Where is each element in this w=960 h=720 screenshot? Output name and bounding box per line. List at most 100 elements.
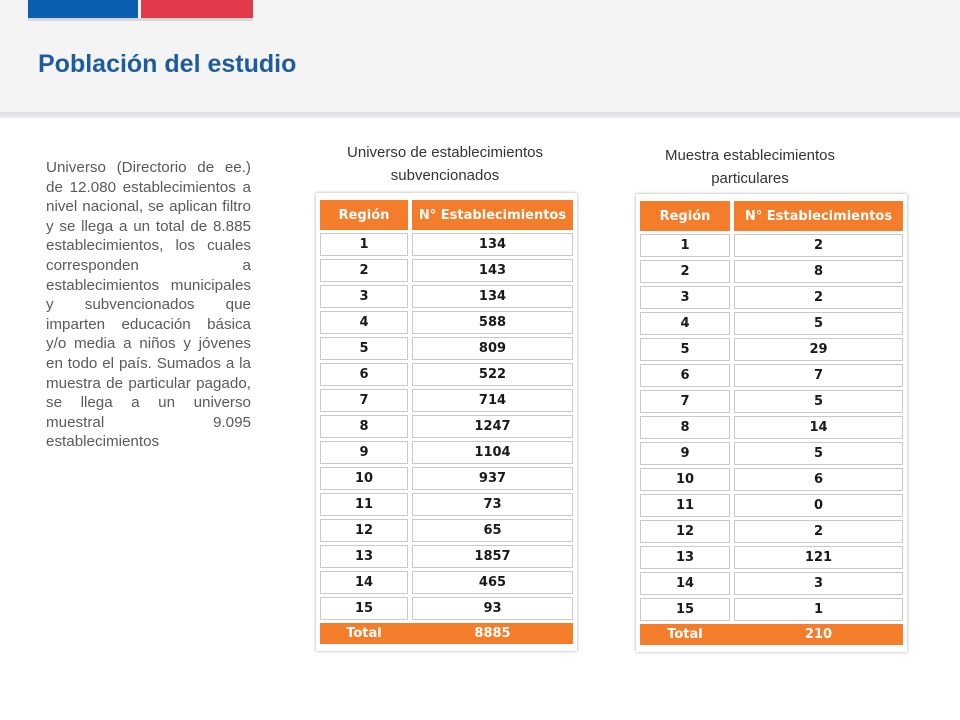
page-title: Población del estudio bbox=[38, 50, 297, 78]
cell-region: 1 bbox=[320, 233, 408, 256]
total-value: 8885 bbox=[412, 623, 573, 644]
table-row: 8 14 bbox=[640, 416, 903, 439]
total-value: 210 bbox=[734, 624, 903, 645]
cell-region: 15 bbox=[320, 597, 408, 620]
cell-count: 6 bbox=[734, 468, 903, 491]
table-row: 13 121 bbox=[640, 546, 903, 569]
table-row: 15 1 bbox=[640, 598, 903, 621]
flag-red-stripe bbox=[141, 0, 253, 18]
table-muestra: Región N° Establecimientos 1 2 2 8 3 2 4 5 5 29 6 7… bbox=[636, 194, 907, 652]
column-separator bbox=[730, 624, 734, 645]
table-row: 10 6 bbox=[640, 468, 903, 491]
cell-count: 1 bbox=[734, 598, 903, 621]
cell-count: 73 bbox=[412, 493, 573, 516]
flag-shadow bbox=[28, 18, 253, 21]
total-label: Total bbox=[640, 624, 730, 645]
cell-count: 29 bbox=[734, 338, 903, 361]
cell-count: 2 bbox=[734, 520, 903, 543]
table-header-row: Región N° Establecimientos bbox=[640, 201, 903, 231]
table-caption-muestra: Muestra establecimientos particulares bbox=[612, 144, 888, 190]
table-row: 1 134 bbox=[320, 233, 573, 256]
cell-count: 93 bbox=[412, 597, 573, 620]
description-text: Universo (Directorio de ee.) de 12.080 e… bbox=[46, 159, 251, 451]
cell-count: 8 bbox=[734, 260, 903, 283]
cell-region: 14 bbox=[320, 571, 408, 594]
cell-count: 143 bbox=[412, 259, 573, 282]
table-row: 4 588 bbox=[320, 311, 573, 334]
cell-region: 1 bbox=[640, 234, 730, 257]
table-total-row: Total 8885 bbox=[320, 623, 573, 644]
caption-line: subvencionados bbox=[390, 167, 500, 184]
cell-region: 6 bbox=[320, 363, 408, 386]
cell-region: 14 bbox=[640, 572, 730, 595]
cell-region: 5 bbox=[640, 338, 730, 361]
cell-count: 134 bbox=[412, 285, 573, 308]
table-row: 11 73 bbox=[320, 493, 573, 516]
table-row: 9 1104 bbox=[320, 441, 573, 464]
cell-region: 11 bbox=[640, 494, 730, 517]
data-table: Región N° Establecimientos 1 2 2 8 3 2 4 5 5 29 6 7… bbox=[640, 198, 903, 648]
table-row: 13 1857 bbox=[320, 545, 573, 568]
cell-region: 12 bbox=[320, 519, 408, 542]
cell-region: 11 bbox=[320, 493, 408, 516]
cell-count: 1857 bbox=[412, 545, 573, 568]
cell-region: 12 bbox=[640, 520, 730, 543]
table-row: 7 714 bbox=[320, 389, 573, 412]
cell-region: 9 bbox=[640, 442, 730, 465]
column-header-region: Región bbox=[320, 200, 408, 230]
table-row: 15 93 bbox=[320, 597, 573, 620]
caption-line: particulares bbox=[711, 170, 789, 187]
cell-region: 8 bbox=[320, 415, 408, 438]
cell-count: 1104 bbox=[412, 441, 573, 464]
cell-count: 5 bbox=[734, 312, 903, 335]
cell-region: 3 bbox=[640, 286, 730, 309]
cell-count: 5 bbox=[734, 390, 903, 413]
cell-count: 522 bbox=[412, 363, 573, 386]
table-row: 12 2 bbox=[640, 520, 903, 543]
cell-count: 7 bbox=[734, 364, 903, 387]
total-label: Total bbox=[320, 623, 408, 644]
table-row: 6 522 bbox=[320, 363, 573, 386]
table-caption-universo: Universo de establecimientos subvenciona… bbox=[300, 141, 590, 187]
table-total-row: Total 210 bbox=[640, 624, 903, 645]
cell-count: 937 bbox=[412, 467, 573, 490]
caption-line: Muestra establecimientos bbox=[664, 147, 836, 164]
caption-line: Universo de establecimientos bbox=[347, 144, 543, 161]
cell-region: 8 bbox=[640, 416, 730, 439]
cell-region: 7 bbox=[640, 390, 730, 413]
table-row: 11 0 bbox=[640, 494, 903, 517]
cell-count: 0 bbox=[734, 494, 903, 517]
table-row: 14 465 bbox=[320, 571, 573, 594]
table-row: 3 134 bbox=[320, 285, 573, 308]
cell-region: 10 bbox=[640, 468, 730, 491]
cell-region: 3 bbox=[320, 285, 408, 308]
header-divider bbox=[0, 112, 960, 118]
cell-region: 13 bbox=[640, 546, 730, 569]
table-row: 5 809 bbox=[320, 337, 573, 360]
table-row: 12 65 bbox=[320, 519, 573, 542]
table-universo: Región N° Establecimientos 1 134 2 143 3 134 4… bbox=[316, 193, 577, 651]
column-header-count: N° Establecimientos bbox=[734, 201, 903, 231]
cell-count: 121 bbox=[734, 546, 903, 569]
cell-region: 2 bbox=[640, 260, 730, 283]
table-header-row: Región N° Establecimientos bbox=[320, 200, 573, 230]
column-separator bbox=[408, 623, 412, 644]
table-row: 10 937 bbox=[320, 467, 573, 490]
table-row: 14 3 bbox=[640, 572, 903, 595]
column-header-count: N° Establecimientos bbox=[412, 200, 573, 230]
cell-region: 2 bbox=[320, 259, 408, 282]
cell-count: 3 bbox=[734, 572, 903, 595]
cell-count: 2 bbox=[734, 286, 903, 309]
cell-count: 14 bbox=[734, 416, 903, 439]
flag-blue-stripe bbox=[28, 0, 138, 18]
cell-count: 1247 bbox=[412, 415, 573, 438]
cell-count: 465 bbox=[412, 571, 573, 594]
cell-region: 13 bbox=[320, 545, 408, 568]
column-header-region: Región bbox=[640, 201, 730, 231]
